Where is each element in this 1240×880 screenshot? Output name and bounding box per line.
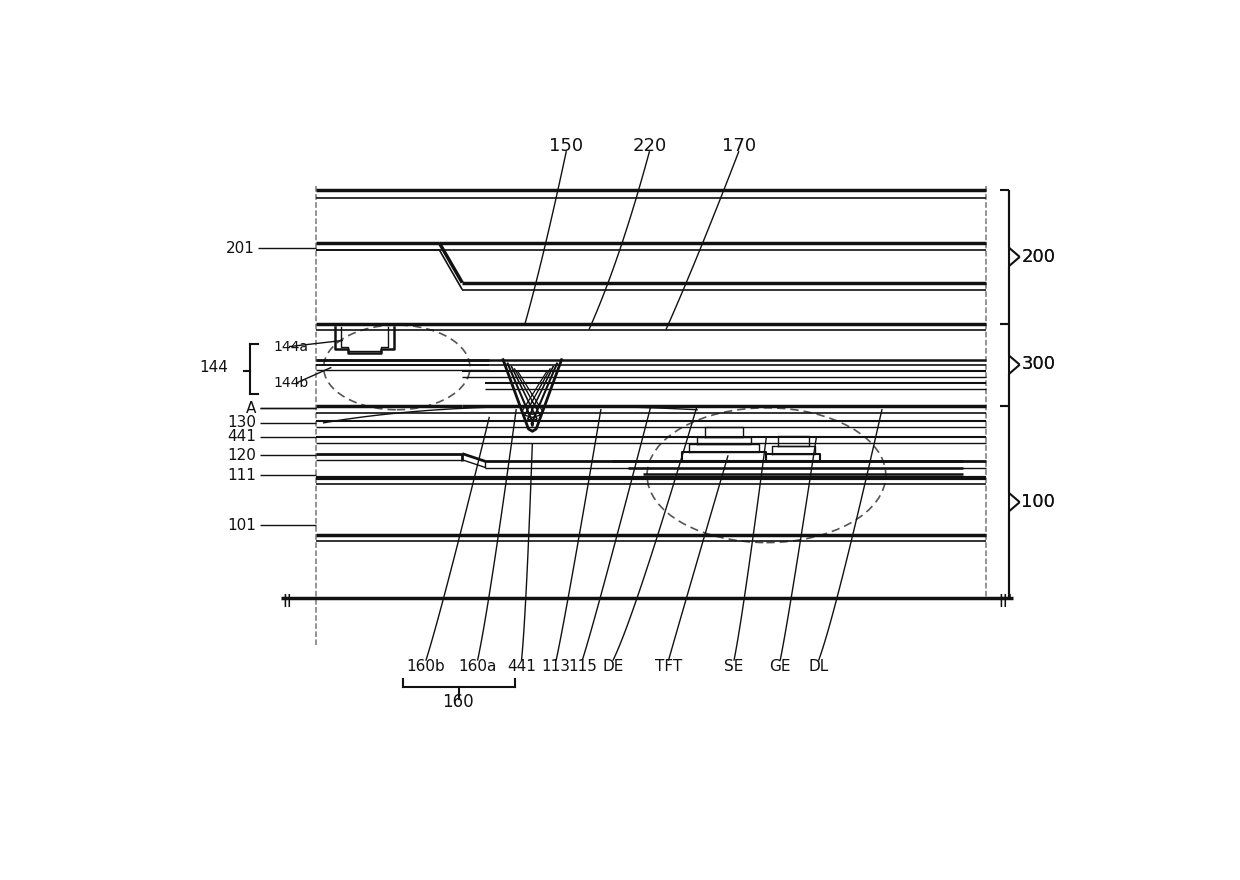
Text: II: II [283,593,293,612]
Text: GE: GE [770,658,791,674]
Text: 220: 220 [632,136,666,155]
Text: DL: DL [808,658,828,674]
Text: 111: 111 [227,467,255,483]
Text: 441: 441 [227,429,255,444]
Text: 150: 150 [549,136,583,155]
Text: 160a: 160a [459,658,497,674]
Text: 120: 120 [227,448,255,463]
Text: DE: DE [603,658,624,674]
Text: 160b: 160b [407,658,445,674]
Text: 201: 201 [226,240,254,255]
Text: 101: 101 [227,517,255,532]
Text: 160: 160 [443,693,474,711]
Text: 200: 200 [1022,247,1055,266]
Text: SE: SE [724,658,744,674]
Text: 100: 100 [1022,493,1055,511]
Text: 144: 144 [200,360,228,375]
Text: A: A [246,400,255,415]
Text: 200: 200 [1022,247,1055,266]
Text: II': II' [998,593,1012,612]
Text: 170: 170 [722,136,755,155]
Text: TFT: TFT [655,658,682,674]
Text: 144a: 144a [274,340,309,354]
Text: 113: 113 [542,658,570,674]
Text: 100: 100 [1022,493,1055,511]
Text: 115: 115 [568,658,596,674]
Text: 130: 130 [227,415,255,430]
Text: 144b: 144b [274,376,309,390]
Text: 300: 300 [1022,356,1055,373]
Text: 300: 300 [1022,356,1055,373]
Text: 441: 441 [507,658,536,674]
